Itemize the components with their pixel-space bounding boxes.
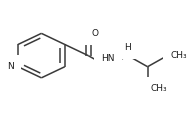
Text: N: N [124, 43, 131, 52]
Text: H: H [124, 43, 131, 52]
Text: O: O [91, 29, 98, 38]
Text: N: N [7, 62, 13, 71]
Text: CH₃: CH₃ [151, 85, 167, 93]
Text: CH₃: CH₃ [171, 51, 187, 60]
Text: HN: HN [101, 54, 115, 63]
